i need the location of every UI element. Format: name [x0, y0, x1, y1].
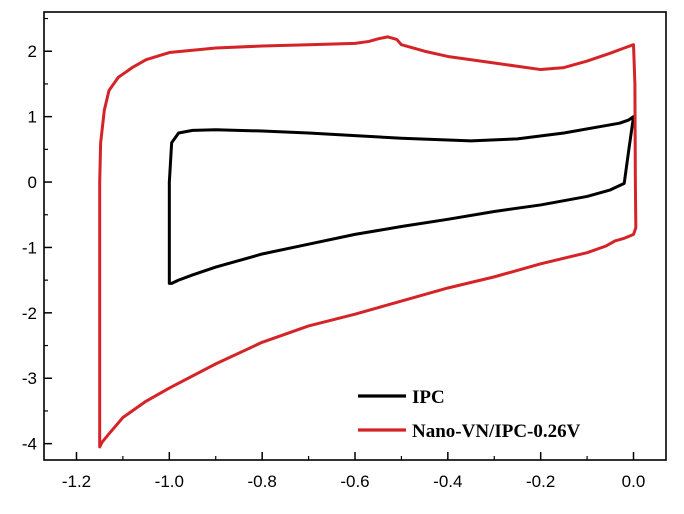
legend-label: IPC: [412, 387, 445, 408]
legend-label: Nano-VN/IPC-0.26V: [412, 421, 581, 442]
x-tick-label: -1.2: [62, 472, 91, 491]
x-tick-label: -1.0: [155, 472, 184, 491]
y-tick-label: -3: [22, 369, 37, 388]
axes: -1.2 -1.0 -0.8 -0.6 -0.4 -0.2 0.0 -4 -3 -2 -1 0 1 2: [22, 17, 646, 491]
plot-frame: [43, 11, 667, 461]
y-tick-label: 2: [28, 42, 37, 61]
x-tick-label: 0.0: [622, 472, 646, 491]
x-tick-label: -0.8: [248, 472, 277, 491]
y-tick-label: -1: [22, 238, 37, 257]
y-tick-label: 1: [28, 108, 37, 127]
x-tick-label: -0.4: [433, 472, 462, 491]
series-nano-vn-ipc-0-26v-line: [98, 35, 638, 449]
legend: IPC Nano-VN/IPC-0.26V: [358, 387, 581, 442]
y-tick-label: 0: [28, 173, 37, 192]
x-tick-label: -0.6: [340, 472, 369, 491]
x-tick-label: -0.2: [526, 472, 555, 491]
y-tick-label: -4: [22, 435, 37, 454]
y-tick-label: -2: [22, 304, 37, 323]
series-layer: [98, 35, 638, 449]
series-ipc-line: [167, 115, 636, 285]
